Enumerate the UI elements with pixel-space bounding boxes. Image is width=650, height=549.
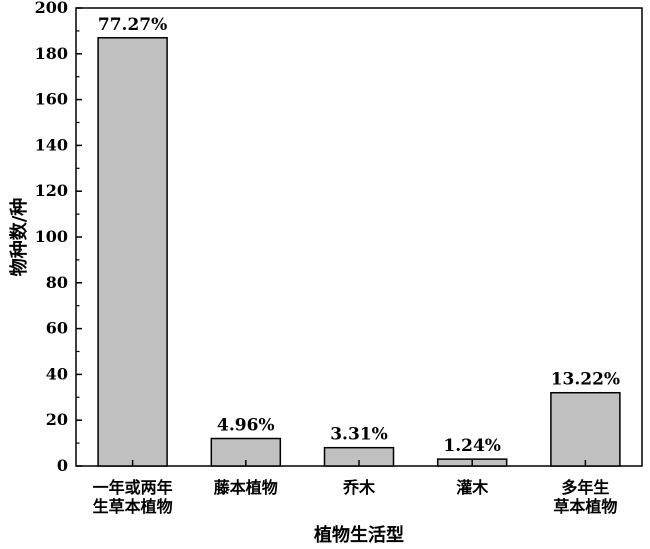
y-tick-label: 0 bbox=[57, 456, 68, 475]
y-tick-label: 60 bbox=[46, 319, 68, 338]
data-label: 3.31% bbox=[330, 425, 388, 445]
x-tick-label: 草本植物 bbox=[553, 497, 617, 516]
x-tick-label: 一年或两年 bbox=[93, 478, 173, 497]
y-tick-label: 20 bbox=[46, 410, 68, 429]
y-tick-label: 80 bbox=[46, 273, 68, 292]
x-tick-label: 藤本植物 bbox=[214, 478, 278, 497]
x-axis-title: 植物生活型 bbox=[314, 524, 404, 546]
data-label: 13.22% bbox=[551, 370, 620, 390]
x-tick-label: 乔木 bbox=[342, 478, 376, 497]
y-tick-label: 40 bbox=[46, 364, 68, 383]
y-tick-label: 180 bbox=[35, 44, 68, 63]
y-tick-label: 100 bbox=[35, 227, 68, 246]
y-tick-label: 140 bbox=[35, 135, 68, 154]
x-tick-label: 多年生 bbox=[561, 478, 609, 497]
y-tick-label: 120 bbox=[35, 181, 68, 200]
data-label: 77.27% bbox=[98, 15, 167, 35]
y-tick-label: 200 bbox=[35, 0, 68, 17]
y-tick-label: 160 bbox=[35, 90, 68, 109]
x-tick-label: 生草本植物 bbox=[93, 497, 173, 516]
plot-area: 0 20 40 60 80 100 120 140 160 180 200 77.27% 一年或两年生草… bbox=[35, 0, 643, 516]
data-label: 1.24% bbox=[443, 436, 501, 456]
x-tick-label: 灌木 bbox=[456, 478, 489, 497]
y-axis-title: 物种数/种 bbox=[8, 198, 30, 277]
bar bbox=[97, 37, 168, 467]
data-label: 4.96% bbox=[217, 416, 275, 436]
bar bbox=[550, 391, 621, 467]
